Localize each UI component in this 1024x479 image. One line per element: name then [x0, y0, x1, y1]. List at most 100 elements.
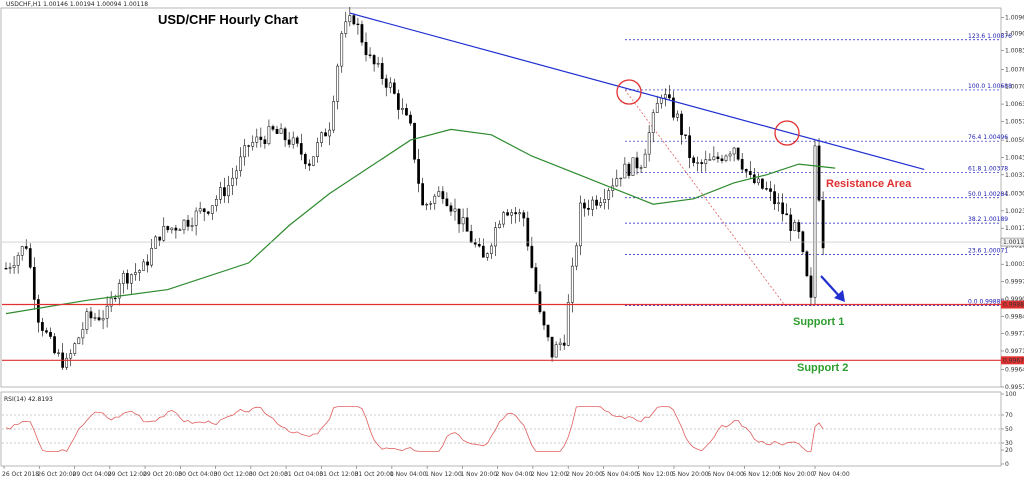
y-tick-label: 1.00500 [1005, 137, 1024, 144]
y-tick-label: 0.99710 [1005, 348, 1024, 355]
candle-body [352, 15, 356, 25]
candle-body [243, 145, 247, 158]
candle-body [744, 169, 748, 172]
candle-body [146, 261, 149, 266]
x-tick-label: 29 Oct 20:00 [143, 471, 182, 478]
x-tick-label: 26 Oct 2018 [2, 471, 39, 478]
fib-level-label: 76.4 1.00496 [968, 134, 1008, 141]
rsi-tick-label: 0 [1005, 461, 1009, 468]
candle-body [328, 129, 331, 137]
y-tick-label: 0.99575 [1005, 384, 1024, 391]
y-tick-label: 0.99970 [1005, 279, 1024, 286]
candle-body [720, 158, 724, 161]
candle-body [8, 267, 12, 269]
rsi-line [5, 406, 824, 452]
candle-body [623, 163, 627, 179]
candle-body [676, 113, 679, 118]
candle-body [85, 311, 89, 330]
rsi-label: RSI(14) 42.8193 [4, 396, 53, 403]
candle-body [692, 157, 696, 163]
candle-body [579, 202, 582, 247]
candle-body [801, 231, 805, 252]
fib-level-label: 23.6 1.00071 [968, 248, 1008, 255]
candle-body [469, 231, 473, 243]
candle-body [757, 178, 760, 184]
candle-body [574, 245, 578, 267]
moving-average-line [5, 128, 836, 315]
candle-body [360, 24, 364, 43]
candle-body [392, 82, 396, 94]
candle-body [631, 157, 635, 176]
down-arrow-shaft [820, 275, 842, 299]
y-tick-label: 0.99775 [1005, 331, 1024, 338]
y-tick-label: 1.00570 [1005, 118, 1024, 125]
candle-body [704, 159, 708, 164]
price-marker-label: 0.99884 [1003, 302, 1024, 309]
candle-body [425, 203, 429, 206]
down-arrow-head [834, 290, 845, 302]
rsi-tick-label: 100 [1005, 391, 1017, 398]
rsi-tick-label: 20 [1005, 447, 1013, 454]
candle-body [668, 94, 671, 99]
candle-body [538, 291, 542, 313]
y-tick-label: 1.00370 [1005, 172, 1024, 179]
candle-body [506, 212, 509, 216]
candle-body [150, 248, 153, 266]
candle-body [752, 174, 756, 184]
x-tick-label: 2 Nov 12:00 [531, 471, 568, 478]
resistance-label: Resistance Area [826, 178, 912, 190]
x-tick-label: 5 Nov 20:00 [672, 471, 709, 478]
candle-body [635, 157, 639, 169]
candle-body [518, 212, 522, 215]
candle-body [562, 342, 566, 346]
candle-body [210, 205, 214, 214]
x-tick-label: 6 Nov 20:00 [778, 471, 815, 478]
candle-body [490, 245, 493, 254]
candle-body [73, 343, 77, 354]
candle-body [49, 331, 52, 337]
candle-body [376, 63, 380, 65]
candle-body [162, 226, 166, 241]
fib-level-label: 0.0 0.99880 [968, 299, 1004, 306]
candle-body [117, 283, 121, 299]
candle-body [566, 302, 570, 346]
candle-body [498, 223, 501, 228]
candle-body [324, 132, 327, 137]
y-tick-label: 1.00900 [1005, 30, 1024, 37]
candle-body [105, 305, 109, 319]
candle-body [813, 145, 817, 298]
candle-body [700, 162, 704, 164]
candle-body [295, 137, 299, 144]
candle-body [16, 254, 20, 266]
current-price-tag [1000, 237, 1024, 247]
candle-body [639, 167, 643, 169]
candle-body [20, 246, 24, 256]
candle-body [437, 191, 441, 197]
x-tick-label: 1 Nov 12:00 [425, 471, 462, 478]
x-tick-label: 2 Nov 04:00 [496, 471, 533, 478]
x-tick-label: 26 Oct 20:00 [37, 471, 76, 478]
candle-body [777, 202, 780, 205]
candle-body [461, 217, 465, 225]
candle-body [388, 82, 392, 88]
candle-body [736, 147, 740, 160]
y-tick-label: 1.00435 [1005, 154, 1024, 161]
candle-body [643, 153, 647, 168]
candle-body [77, 337, 81, 344]
candle-body [65, 357, 69, 368]
candle-body [554, 344, 558, 358]
candle-body [409, 114, 412, 124]
x-tick-label: 5 Nov 04:00 [601, 471, 638, 478]
candle-body [651, 112, 655, 133]
candle-body [821, 199, 825, 249]
candle-body [502, 212, 505, 225]
candle-body [81, 329, 85, 339]
candle-body [793, 222, 797, 231]
candle-body [32, 267, 36, 300]
candle-body [397, 93, 400, 110]
y-tick-label: 1.00960 [1005, 14, 1024, 21]
candle-body [356, 23, 360, 26]
candle-body [401, 108, 404, 110]
x-tick-label: 1 Nov 20:00 [460, 471, 497, 478]
candle-body [817, 145, 821, 201]
